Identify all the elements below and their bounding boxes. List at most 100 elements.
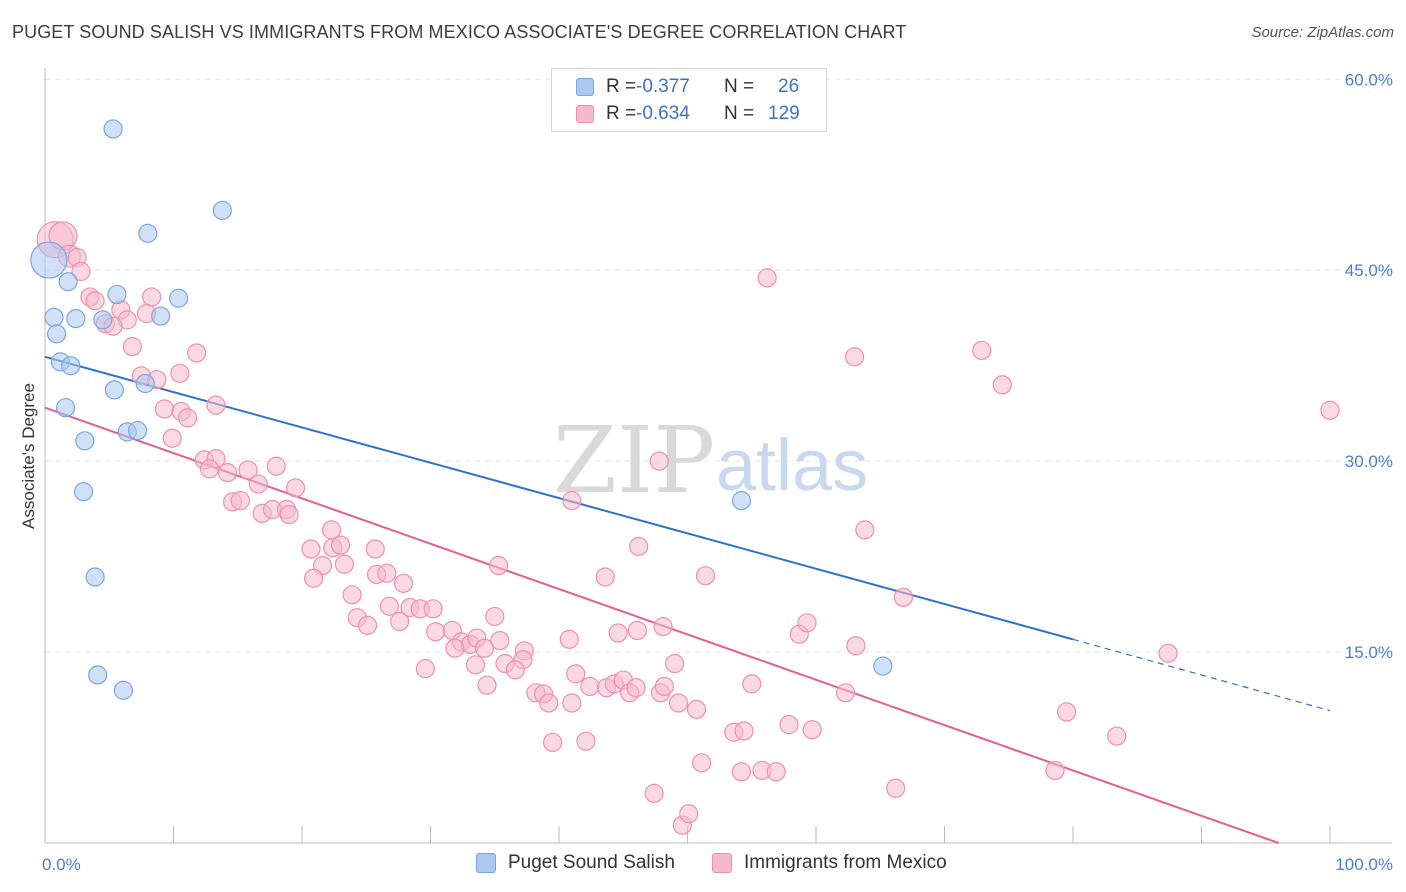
legend-item-immigrants-from-mexico[interactable]: Immigrants from Mexico — [712, 852, 947, 874]
series-puget-sound-salish — [30, 119, 893, 700]
data-point-puget-sound-salish — [46, 324, 67, 344]
data-point-immigrants-from-mexico — [757, 268, 777, 288]
data-point-puget-sound-salish — [61, 356, 81, 376]
data-point-immigrants-from-mexico — [365, 539, 385, 559]
data-point-immigrants-from-mexico — [423, 599, 443, 619]
data-point-immigrants-from-mexico — [797, 613, 817, 633]
data-point-immigrants-from-mexico — [649, 451, 669, 471]
data-point-immigrants-from-mexico — [342, 585, 362, 605]
data-point-immigrants-from-mexico — [377, 563, 397, 583]
data-point-immigrants-from-mexico — [122, 337, 142, 357]
data-point-immigrants-from-mexico — [266, 456, 286, 476]
data-point-immigrants-from-mexico — [686, 699, 707, 719]
data-point-puget-sound-salish — [58, 272, 78, 292]
data-point-puget-sound-salish — [104, 380, 124, 400]
data-point-immigrants-from-mexico — [835, 683, 856, 703]
data-point-immigrants-from-mexico — [1107, 726, 1127, 746]
legend-item-puget-sound-salish[interactable]: Puget Sound Salish — [476, 852, 675, 874]
data-point-puget-sound-salish — [66, 309, 86, 329]
data-point-immigrants-from-mexico — [539, 693, 559, 713]
data-point-immigrants-from-mexico — [855, 520, 875, 540]
legend-n-label: N = — [724, 76, 755, 97]
legend-swatch-blue — [476, 853, 496, 873]
y-tick-label: 15.0% — [1345, 643, 1393, 662]
data-point-immigrants-from-mexico — [562, 693, 582, 713]
legend-row-pink: R = -0.634 N = 129 — [552, 102, 800, 126]
data-point-immigrants-from-mexico — [846, 636, 866, 656]
data-point-immigrants-from-mexico — [695, 566, 716, 586]
data-point-immigrants-from-mexico — [886, 778, 906, 798]
data-point-immigrants-from-mexico — [303, 568, 324, 588]
data-point-puget-sound-salish — [107, 284, 127, 305]
data-point-immigrants-from-mexico — [162, 428, 182, 448]
data-point-puget-sound-salish — [30, 241, 68, 279]
data-point-immigrants-from-mexico — [489, 555, 509, 576]
data-point-immigrants-from-mexico — [668, 693, 689, 713]
data-point-immigrants-from-mexico — [1056, 702, 1077, 722]
data-point-immigrants-from-mexico — [654, 676, 674, 697]
data-point-immigrants-from-mexico — [734, 721, 754, 741]
legend-swatch-blue — [576, 78, 594, 96]
data-point-puget-sound-salish — [212, 200, 232, 221]
y-tick-label: 30.0% — [1345, 452, 1393, 471]
data-point-immigrants-from-mexico — [206, 395, 226, 415]
data-point-immigrants-from-mexico — [1045, 760, 1065, 781]
data-point-immigrants-from-mexico — [692, 753, 712, 773]
trend-line-puget-sound-salish-extension — [1072, 638, 1331, 712]
data-point-immigrants-from-mexico — [279, 505, 299, 525]
x-tick-label: 0.0% — [42, 855, 81, 874]
data-point-immigrants-from-mexico — [629, 536, 649, 557]
series-immigrants-from-mexico — [36, 221, 1340, 835]
data-point-immigrants-from-mexico — [1320, 400, 1340, 420]
legend-n-label: N = — [724, 103, 755, 124]
data-point-immigrants-from-mexico — [490, 631, 510, 651]
data-point-puget-sound-salish — [88, 665, 108, 685]
trend-line-puget-sound-salish — [44, 355, 1074, 641]
data-point-immigrants-from-mexico — [170, 363, 190, 383]
y-axis-label: Associate's Degree — [19, 383, 38, 529]
chart-title: PUGET SOUND SALISH VS IMMIGRANTS FROM ME… — [12, 22, 907, 42]
data-point-immigrants-from-mexico — [217, 463, 238, 483]
data-point-immigrants-from-mexico — [576, 731, 596, 751]
data-point-immigrants-from-mexico — [505, 660, 525, 680]
data-point-puget-sound-salish — [85, 567, 105, 587]
data-point-puget-sound-salish — [75, 431, 95, 451]
data-point-immigrants-from-mexico — [285, 478, 306, 498]
data-point-puget-sound-salish — [127, 421, 148, 441]
data-point-immigrants-from-mexico — [562, 491, 582, 511]
data-point-puget-sound-salish — [44, 307, 64, 327]
data-point-immigrants-from-mexico — [595, 567, 615, 587]
gridlines — [45, 78, 1392, 653]
data-point-immigrants-from-mexico — [301, 539, 321, 559]
data-point-immigrants-from-mexico — [627, 620, 647, 641]
y-tick-labels: 15.0% 30.0% 45.0% 60.0% — [1345, 70, 1393, 662]
legend-r-value: -0.634 — [636, 103, 690, 124]
data-point-immigrants-from-mexico — [559, 629, 579, 649]
data-point-puget-sound-salish — [93, 310, 113, 330]
data-point-immigrants-from-mexico — [626, 678, 646, 698]
data-point-immigrants-from-mexico — [248, 474, 268, 494]
data-point-immigrants-from-mexico — [766, 762, 786, 782]
data-point-immigrants-from-mexico — [474, 638, 495, 658]
data-point-immigrants-from-mexico — [230, 491, 250, 511]
data-point-puget-sound-salish — [169, 288, 189, 308]
data-point-immigrants-from-mexico — [393, 573, 414, 593]
data-point-immigrants-from-mexico — [390, 611, 410, 632]
data-point-immigrants-from-mexico — [485, 606, 505, 627]
data-point-immigrants-from-mexico — [178, 408, 198, 428]
data-point-immigrants-from-mexico — [644, 783, 664, 803]
data-point-puget-sound-salish — [55, 398, 76, 418]
data-point-immigrants-from-mexico — [992, 375, 1012, 395]
data-point-immigrants-from-mexico — [542, 732, 563, 753]
data-point-immigrants-from-mexico — [580, 676, 600, 697]
correlation-legend: R = -0.377 N = 26 R = -0.634 N = 129 — [551, 68, 827, 132]
data-point-immigrants-from-mexico — [238, 460, 258, 480]
data-point-immigrants-from-mexico — [779, 715, 799, 735]
data-point-puget-sound-salish — [151, 306, 171, 326]
watermark: ZIP atlas — [553, 407, 868, 514]
data-point-immigrants-from-mexico — [844, 347, 865, 367]
data-point-immigrants-from-mexico — [330, 535, 351, 555]
data-point-immigrants-from-mexico — [665, 653, 685, 674]
data-point-immigrants-from-mexico — [465, 655, 486, 675]
